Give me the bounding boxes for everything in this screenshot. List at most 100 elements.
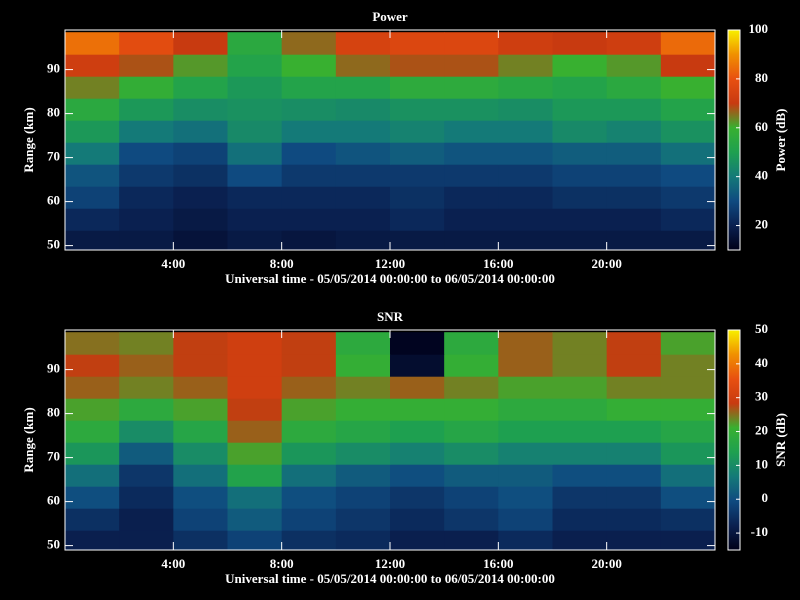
- heat-cell: [281, 354, 337, 377]
- y-tick-label: 70: [47, 149, 60, 164]
- heat-cell: [444, 120, 499, 143]
- heat-cell: [173, 142, 228, 165]
- heat-cell: [173, 120, 228, 143]
- heat-cell: [444, 442, 499, 465]
- heat-cell: [498, 530, 553, 550]
- heat-cell: [119, 486, 174, 509]
- colorbar-tick-label: 50: [755, 321, 768, 336]
- colorbar-tick-label: 20: [755, 423, 768, 438]
- x-tick-label: 12:00: [375, 256, 405, 271]
- heat-cell: [444, 98, 499, 121]
- heat-cell: [444, 32, 499, 55]
- heat-cell: [498, 186, 553, 209]
- heat-cell: [119, 208, 174, 231]
- heat-cell: [552, 142, 608, 165]
- heat-cell: [65, 332, 120, 355]
- heat-cell: [335, 32, 391, 55]
- heat-cell: [390, 530, 445, 550]
- heat-cell: [498, 464, 553, 487]
- heat-cell: [119, 354, 174, 377]
- heat-cell: [119, 398, 174, 421]
- heat-cell: [119, 164, 174, 187]
- colorbar-tick-label: 30: [755, 389, 768, 404]
- heat-cell: [119, 442, 174, 465]
- heat-cell: [444, 332, 499, 355]
- heat-cell: [227, 32, 283, 55]
- heat-cell: [227, 420, 283, 443]
- heat-cell: [552, 32, 608, 55]
- heat-cell: [444, 398, 499, 421]
- heat-cell: [498, 164, 553, 187]
- panel-title: Power: [372, 9, 408, 24]
- heat-cell: [444, 354, 499, 377]
- heat-cell: [227, 486, 283, 509]
- heat-cell: [660, 530, 715, 550]
- heat-cell: [227, 98, 283, 121]
- heat-cell: [660, 208, 715, 231]
- panel-title: SNR: [377, 309, 404, 324]
- heat-cell: [65, 464, 120, 487]
- heat-cell: [552, 98, 608, 121]
- x-tick-label: 16:00: [483, 256, 513, 271]
- heat-cell: [606, 186, 662, 209]
- heat-cell: [173, 230, 228, 250]
- heat-cell: [390, 398, 445, 421]
- heat-cell: [606, 332, 662, 355]
- x-tick-label: 8:00: [270, 556, 294, 571]
- heat-cell: [227, 208, 283, 231]
- colorbar-tick-label: 20: [755, 217, 768, 232]
- heat-cell: [65, 230, 120, 250]
- heat-cell: [227, 76, 283, 99]
- heat-cell: [498, 486, 553, 509]
- heat-cell: [390, 508, 445, 531]
- heat-cell: [119, 332, 174, 355]
- heat-cell: [552, 508, 608, 531]
- heat-cell: [660, 332, 715, 355]
- heat-cell: [173, 332, 228, 355]
- heat-cell: [498, 54, 553, 77]
- heat-cell: [227, 54, 283, 77]
- heat-cell: [390, 420, 445, 443]
- heat-cell: [281, 530, 337, 550]
- heat-cell: [227, 508, 283, 531]
- heat-cell: [606, 376, 662, 399]
- heat-cell: [660, 76, 715, 99]
- heat-cell: [173, 186, 228, 209]
- heat-cell: [227, 442, 283, 465]
- heat-cell: [552, 164, 608, 187]
- y-tick-label: 60: [47, 193, 60, 208]
- y-tick-label: 80: [47, 105, 60, 120]
- heat-cell: [552, 530, 608, 550]
- heat-cell: [227, 120, 283, 143]
- heat-cell: [335, 208, 391, 231]
- colorbar-tick-label: 0: [762, 490, 769, 505]
- heat-cell: [552, 120, 608, 143]
- colorbar-tick-label: -10: [751, 524, 768, 539]
- heat-cell: [65, 164, 120, 187]
- colorbar-tick-label: 40: [755, 168, 768, 183]
- x-tick-label: 4:00: [161, 556, 185, 571]
- heat-cell: [281, 142, 337, 165]
- heat-cell: [119, 530, 174, 550]
- heat-cell: [173, 98, 228, 121]
- heat-cell: [552, 230, 608, 250]
- heat-cell: [552, 76, 608, 99]
- heat-cell: [335, 54, 391, 77]
- heat-cell: [444, 464, 499, 487]
- heat-cell: [552, 332, 608, 355]
- heat-cell: [173, 464, 228, 487]
- heat-cell: [552, 208, 608, 231]
- heat-cell: [227, 398, 283, 421]
- colorbar: [727, 329, 741, 551]
- y-axis-label: Range (km): [21, 407, 36, 472]
- colorbar-label: SNR (dB): [773, 413, 788, 467]
- heat-cell: [444, 186, 499, 209]
- heat-cell: [335, 142, 391, 165]
- heat-cell: [606, 164, 662, 187]
- colorbar-label: Power (dB): [773, 109, 788, 172]
- heat-cell: [119, 230, 174, 250]
- colorbar-tick-label: 100: [749, 21, 769, 36]
- heat-cell: [444, 76, 499, 99]
- heat-cell: [606, 208, 662, 231]
